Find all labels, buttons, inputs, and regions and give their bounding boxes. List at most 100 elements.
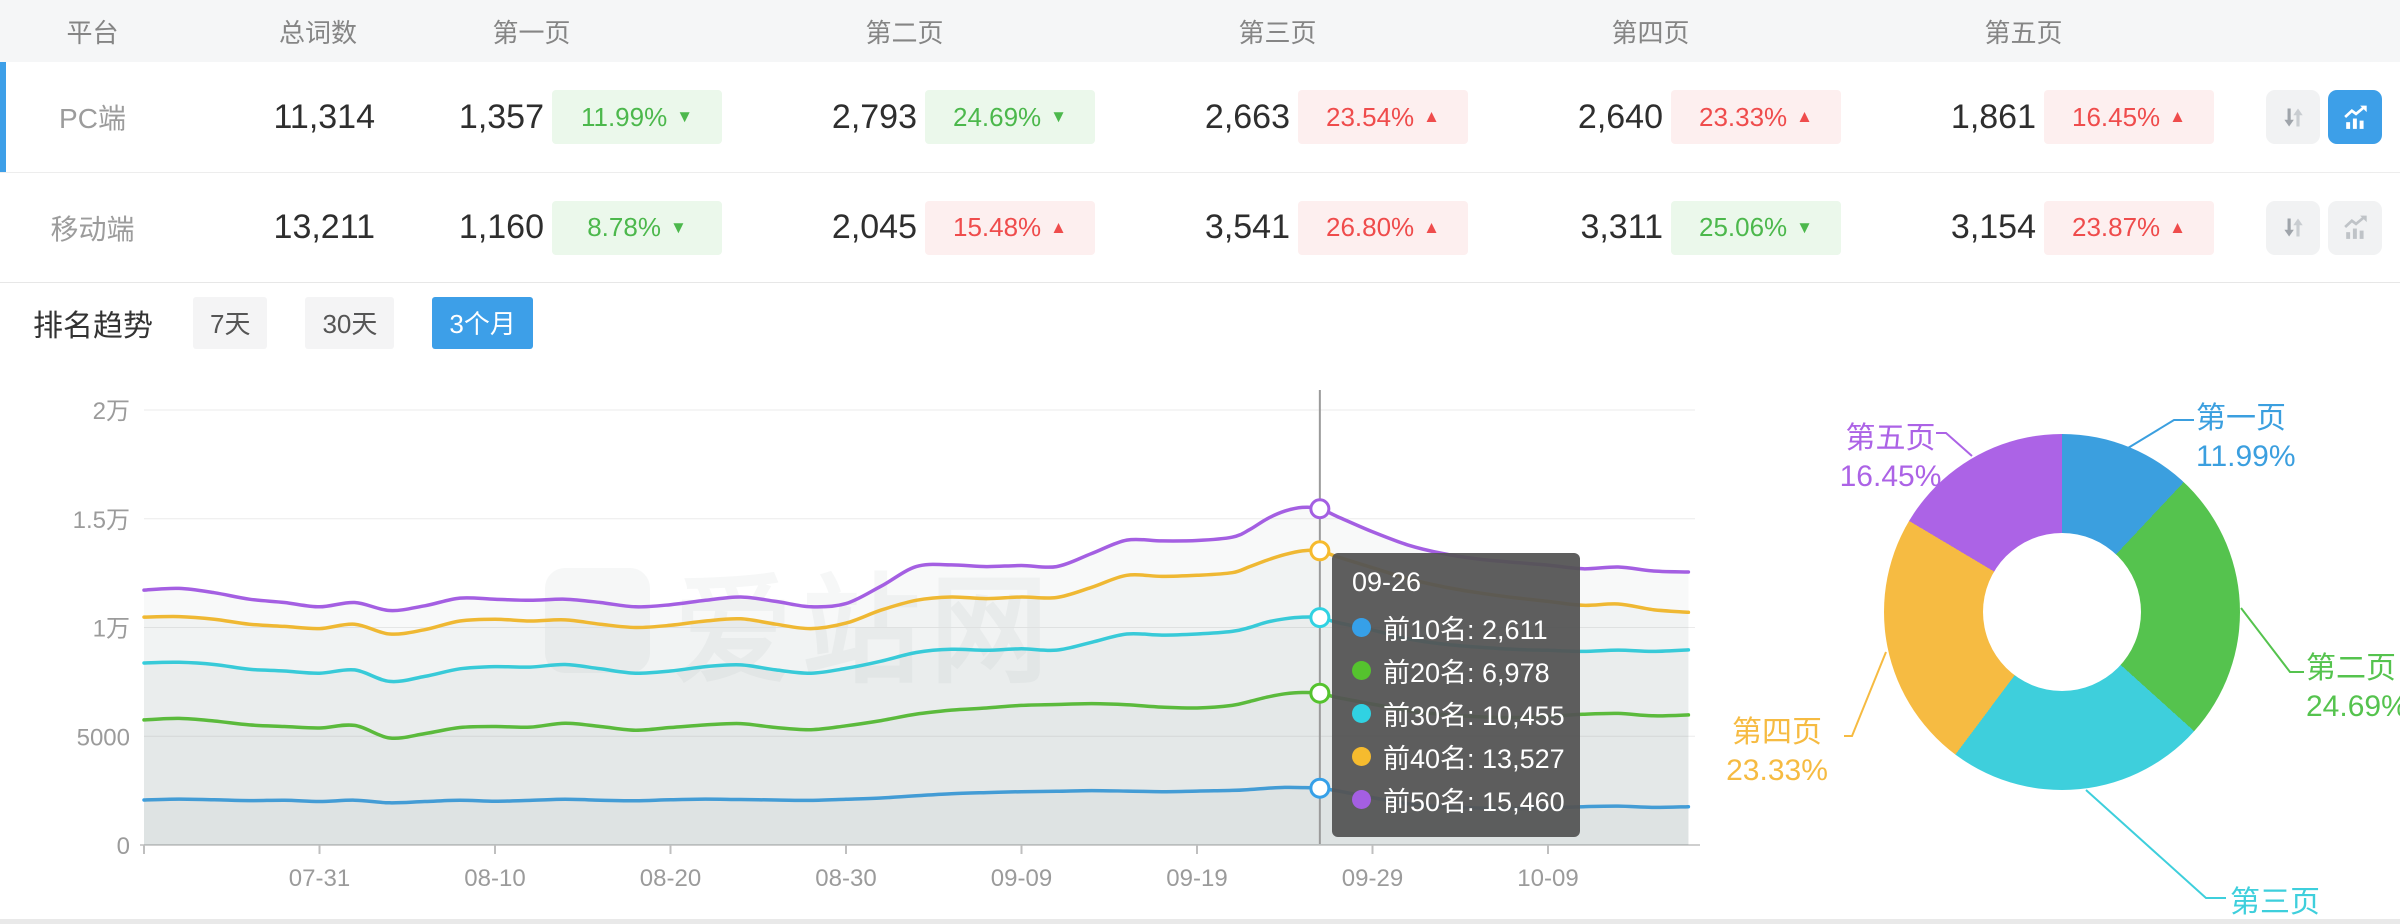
donut-label-第四页: 第四页 23.33% bbox=[1712, 714, 1842, 790]
keyword-count: 2,663 bbox=[1204, 97, 1290, 136]
slice-percent: 11.99% bbox=[2196, 440, 2296, 473]
pct-value: 24.69% bbox=[952, 101, 1042, 132]
tooltip-series-value: 前10名: 2,611 bbox=[1383, 615, 1548, 645]
series-dot-icon bbox=[1352, 661, 1371, 680]
triangle-down-icon: ▼ bbox=[1796, 217, 1813, 237]
page-4-cell: 3,311 25.06% ▼ bbox=[1494, 200, 1867, 255]
pct-badge: 8.78% ▼ bbox=[552, 200, 722, 255]
watermark: 爱站网 bbox=[545, 535, 1058, 706]
table-row-pc[interactable]: PC端 11,314 1,357 11.99% ▼ 2,793 24.69% ▼ 2,663 23… bbox=[0, 62, 2400, 172]
pct-value: 23.87% bbox=[2071, 212, 2161, 242]
page-2-cell: 2,793 24.69% ▼ bbox=[748, 90, 1121, 144]
sort-compare-button[interactable] bbox=[2266, 90, 2320, 144]
table-header-row: 平台 总词数 第一页 第二页 第三页 第四页 第五页 bbox=[0, 0, 2400, 62]
slice-name: 第五页 bbox=[1845, 422, 1936, 455]
page-distribution-donut[interactable] bbox=[1884, 434, 2240, 790]
keyword-count: 1,357 bbox=[458, 97, 544, 136]
pct-badge: 26.80% ▲ bbox=[1298, 200, 1468, 255]
slice-name: 第三页 bbox=[2230, 886, 2320, 919]
series-dot-icon bbox=[1352, 747, 1371, 766]
pct-badge: 11.99% ▼ bbox=[552, 90, 722, 144]
header-platform: 平台 bbox=[66, 17, 119, 48]
svg-text:10-09: 10-09 bbox=[1517, 865, 1578, 892]
pct-badge: 15.48% ▲ bbox=[925, 200, 1095, 255]
tooltip-row: 前30名: 10,455 bbox=[1352, 692, 1565, 735]
pct-value: 23.33% bbox=[1698, 101, 1788, 132]
page-5-cell: 3,154 23.87% ▲ bbox=[1867, 200, 2240, 255]
donut-hole bbox=[1983, 533, 2141, 691]
tab-30天[interactable]: 30天 bbox=[305, 296, 395, 349]
keyword-count: 2,045 bbox=[831, 208, 917, 246]
svg-text:1.5万: 1.5万 bbox=[73, 507, 130, 534]
keyword-count: 1,160 bbox=[458, 208, 544, 246]
tooltip-row: 前10名: 2,611 bbox=[1352, 606, 1560, 649]
page-1-cell: 1,160 8.78% ▼ bbox=[375, 200, 748, 255]
platform-cell: 移动端 bbox=[50, 213, 135, 245]
pct-value: 16.45% bbox=[2071, 101, 2161, 132]
slice-percent: 24.69% bbox=[2306, 690, 2400, 723]
svg-text:09-19: 09-19 bbox=[1166, 865, 1227, 892]
show-trend-chart-button[interactable] bbox=[2328, 200, 2382, 255]
sort-compare-button[interactable] bbox=[2266, 200, 2320, 255]
pct-value: 23.54% bbox=[1325, 101, 1415, 132]
period-tabs: 7天 30天 3个月 bbox=[193, 296, 533, 349]
donut-label-第三页: 第三页23.54% bbox=[2230, 884, 2332, 919]
triangle-down-icon: ▼ bbox=[1050, 107, 1067, 126]
svg-text:5000: 5000 bbox=[77, 724, 130, 751]
table-row-mobile[interactable]: 移动端 13,211 1,160 8.78% ▼ 2,045 15.48% ▲ 3,541 26.… bbox=[0, 172, 2400, 282]
keyword-table: 平台 总词数 第一页 第二页 第三页 第四页 第五页 PC端 11,314 1,357 11.99… bbox=[0, 0, 2400, 282]
tooltip-series-value: 前30名: 10,455 bbox=[1383, 701, 1565, 731]
trend-line-chart[interactable]: 0 5000 1万 1.5万 2万 07-31 08-10 08-20 08-30 09-09 09… bbox=[0, 356, 1720, 904]
slice-percent: 16.45% bbox=[1839, 460, 1942, 493]
donut-leader-lines bbox=[1844, 419, 2304, 899]
tooltip-series-value: 前20名: 6,978 bbox=[1383, 658, 1550, 688]
svg-text:09-29: 09-29 bbox=[1342, 865, 1403, 892]
slice-name: 第四页 bbox=[1732, 716, 1822, 749]
keyword-count: 3,311 bbox=[1580, 208, 1663, 246]
tab-3个月[interactable]: 3个月 bbox=[432, 296, 533, 349]
trend-toolbar: 排名趋势 7天 30天 3个月 bbox=[0, 282, 2400, 362]
keyword-count: 2,793 bbox=[831, 97, 917, 136]
triangle-up-icon: ▲ bbox=[1050, 217, 1067, 237]
triangle-up-icon: ▲ bbox=[2169, 107, 2186, 126]
donut-label-第一页: 第一页 11.99% bbox=[2196, 400, 2296, 476]
section-title: 排名趋势 bbox=[33, 309, 153, 343]
header-page-2: 第二页 bbox=[865, 17, 944, 48]
trend-chart-icon bbox=[2343, 215, 2367, 239]
series-dot-icon bbox=[1352, 618, 1371, 637]
keyword-count: 1,861 bbox=[1950, 97, 2036, 136]
pct-badge: 25.06% ▼ bbox=[1671, 200, 1841, 255]
watermark-text: 爱站网 bbox=[674, 535, 1058, 706]
tooltip-series-value: 前40名: 13,527 bbox=[1383, 744, 1565, 774]
svg-text:2万: 2万 bbox=[93, 398, 130, 425]
page-3-cell: 2,663 23.54% ▲ bbox=[1121, 90, 1494, 144]
show-trend-chart-button[interactable] bbox=[2328, 90, 2382, 144]
triangle-down-icon: ▼ bbox=[676, 107, 694, 126]
trend-chart-icon bbox=[2343, 105, 2367, 129]
page-4-cell: 2,640 23.33% ▲ bbox=[1494, 90, 1867, 144]
tooltip-row: 前40名: 13,527 bbox=[1352, 735, 1565, 778]
triangle-up-icon: ▲ bbox=[1423, 217, 1440, 237]
svg-text:08-30: 08-30 bbox=[815, 865, 876, 892]
platform-cell: PC端 bbox=[59, 103, 126, 134]
keyword-count: 2,640 bbox=[1577, 97, 1663, 136]
triangle-up-icon: ▲ bbox=[1796, 107, 1813, 126]
row-actions bbox=[2240, 90, 2400, 144]
donut-label-第二页: 第二页 24.69% bbox=[2306, 650, 2400, 726]
keyword-count: 3,541 bbox=[1204, 208, 1290, 246]
tooltip-items: 前10名: 2,611 前20名: 6,978 前30名: 10,455 前40名: … bbox=[1352, 606, 1565, 821]
svg-text:08-10: 08-10 bbox=[464, 865, 525, 892]
pct-badge: 24.69% ▼ bbox=[925, 90, 1095, 144]
pct-value: 8.78% bbox=[587, 212, 661, 242]
tab-7天[interactable]: 7天 bbox=[193, 296, 268, 349]
tooltip-series-value: 前50名: 15,460 bbox=[1383, 787, 1565, 817]
triangle-up-icon: ▲ bbox=[1423, 107, 1440, 126]
tooltip-row: 前50名: 15,460 bbox=[1352, 778, 1565, 821]
sort-arrows-icon bbox=[2283, 218, 2303, 237]
svg-text:07-31: 07-31 bbox=[289, 865, 350, 892]
pct-value: 11.99% bbox=[580, 101, 668, 132]
slice-name: 第二页 bbox=[2306, 652, 2396, 685]
total-words-cell: 13,211 bbox=[273, 208, 375, 246]
page-1-cell: 1,357 11.99% ▼ bbox=[375, 90, 748, 144]
svg-text:0: 0 bbox=[117, 833, 130, 860]
